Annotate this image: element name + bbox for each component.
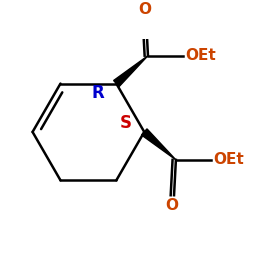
- Polygon shape: [113, 56, 147, 87]
- Text: R: R: [91, 84, 104, 102]
- Text: O: O: [137, 2, 150, 17]
- Polygon shape: [141, 129, 175, 160]
- Text: O: O: [165, 198, 178, 213]
- Text: OEt: OEt: [184, 48, 215, 63]
- Text: OEt: OEt: [212, 152, 243, 167]
- Text: S: S: [119, 114, 131, 132]
